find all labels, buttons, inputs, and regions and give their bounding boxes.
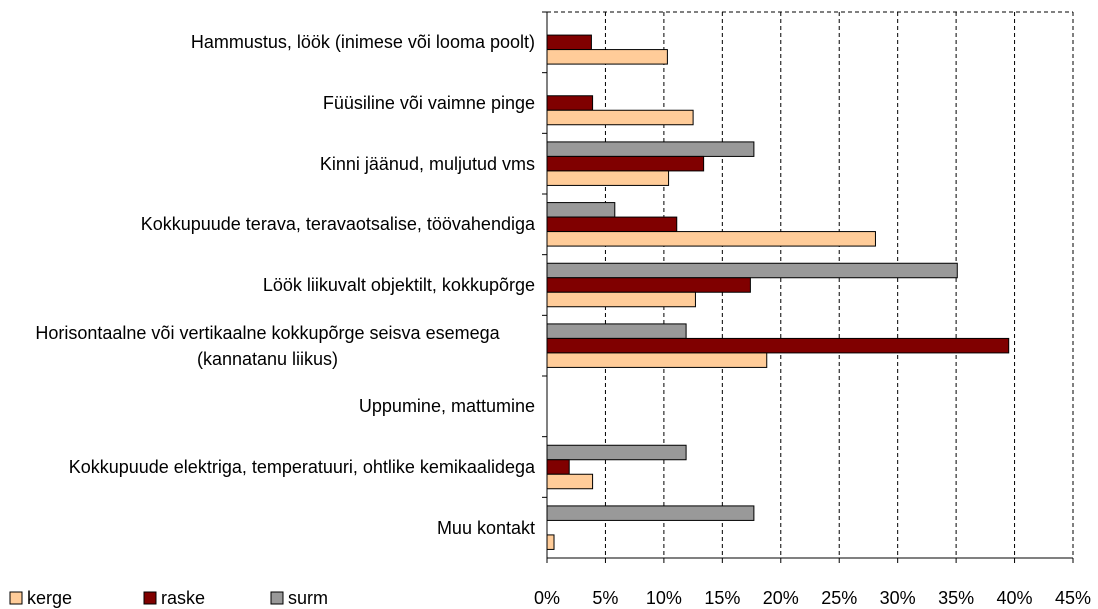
bar <box>546 473 594 490</box>
y-tick-label: Füüsiline või vaimne pinge <box>323 90 535 116</box>
bar <box>546 444 687 461</box>
y-tick-text: Kokkupuude terava, teravaotsalise, tööva… <box>140 214 535 235</box>
legend-swatch <box>143 591 157 605</box>
y-tick-label: Löök liikuvalt objektilt, kokkupõrge <box>263 272 535 298</box>
y-tick-text: Muu kontakt <box>436 517 535 538</box>
x-tick-label: 10% <box>646 588 682 608</box>
y-tick-label: Kokkupuude elektriga, temperatuuri, ohtl… <box>69 454 535 480</box>
bar <box>546 459 570 475</box>
bar <box>546 323 687 339</box>
legend-swatch <box>270 591 284 605</box>
bar <box>546 202 616 218</box>
bar <box>546 534 555 550</box>
x-tick-label: 40% <box>997 588 1033 608</box>
y-tick-text: Kokkupuude elektriga, temperatuuri, ohtl… <box>68 457 535 477</box>
y-tick-text: Uppumine, mattumine <box>358 396 535 417</box>
bar <box>546 109 694 126</box>
y-tick-text: Horisontaalne või vertikaalne kokkupõrge… <box>35 322 500 369</box>
bar <box>546 352 768 368</box>
bar <box>546 170 670 186</box>
legend-label: kerge <box>27 588 72 608</box>
legend-swatch <box>9 591 23 605</box>
x-tick-label: 20% <box>763 588 799 608</box>
x-tick-label: 30% <box>880 588 916 608</box>
bar <box>546 262 958 279</box>
bar <box>546 49 668 65</box>
x-tick-label: 45% <box>1055 588 1091 608</box>
x-tick-label: 25% <box>821 588 857 608</box>
bar <box>546 141 755 157</box>
x-tick-label: 35% <box>938 588 974 608</box>
bar <box>546 155 705 172</box>
y-tick-label: Kokkupuude terava, teravaotsalise, tööva… <box>141 211 535 237</box>
bar <box>546 505 755 521</box>
bar <box>546 216 678 233</box>
y-tick-text: Löök liikuvalt objektilt, kokkupõrge <box>262 275 535 295</box>
bar <box>546 291 696 308</box>
y-tick-label: Hammustus, löök (inimese või looma poolt… <box>191 29 535 55</box>
x-tick-label: 15% <box>704 588 740 608</box>
y-tick-label: Horisontaalne või vertikaalne kokkupõrge… <box>0 320 535 372</box>
y-tick-label: Uppumine, mattumine <box>359 393 535 419</box>
legend-label: surm <box>288 588 328 608</box>
y-tick-text: Füüsiline või vaimne pinge <box>322 93 535 113</box>
y-tick-label: Muu kontakt <box>437 515 535 541</box>
legend-label: raske <box>161 588 205 608</box>
bar <box>546 95 594 111</box>
x-tick-label: 0% <box>534 588 560 608</box>
bar <box>546 34 592 51</box>
y-tick-label: Kinni jäänud, muljutud vms <box>320 151 535 177</box>
x-tick-label: 5% <box>592 588 618 608</box>
bar <box>546 231 876 247</box>
bar <box>546 337 1010 354</box>
y-tick-text: Kinni jäänud, muljutud vms <box>319 153 535 174</box>
y-tick-text: Hammustus, löök (inimese või looma poolt… <box>190 32 535 53</box>
bar <box>546 277 751 293</box>
